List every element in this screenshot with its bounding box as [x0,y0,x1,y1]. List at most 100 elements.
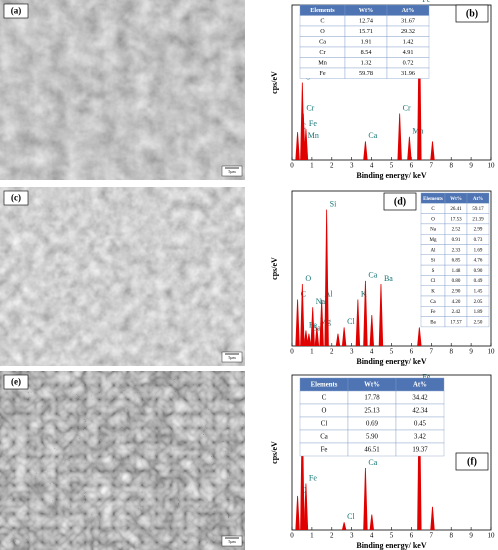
panel-label-box [3,374,29,390]
x-tick-label: 7 [430,162,434,170]
table-value: 17.78 [364,395,380,402]
table-header: Elements [423,197,443,202]
table-value: 15.71 [359,28,373,35]
panel-label: (d) [394,196,406,207]
x-tick-label: 1 [310,348,314,356]
table-value: 31.96 [401,70,415,77]
peak [407,136,412,160]
table-value: 34.42 [412,395,428,402]
peak [378,284,384,346]
peak-label: O [305,274,311,283]
x-tick-label: 6 [410,532,414,540]
scale-box [221,165,243,177]
peak [417,5,422,160]
table-value: C [320,18,324,25]
table-value: 2.05 [474,300,483,305]
panel-label-box [3,3,29,19]
table-value: 4.76 [474,259,483,264]
table-value: Na [430,228,437,233]
table-cell [386,67,430,79]
peak [363,141,368,160]
table-value: 4.20 [452,300,461,305]
table-value: C [431,207,435,212]
x-tick-label: 10 [488,162,496,170]
x-tick-label: 10 [488,348,496,356]
y-axis-label: cps/eV [270,257,279,280]
x-tick-label: 7 [430,532,434,540]
x-tick-label: 9 [469,162,473,170]
table-value: Cl [321,421,328,428]
table-value: Fe [319,70,325,77]
scale-box [221,351,243,363]
peak-label: Cl [347,512,355,521]
peak [310,307,315,346]
peak [295,132,300,160]
panel-label: (b) [466,8,478,19]
table-header: At% [413,382,427,389]
peak [335,333,341,346]
peak [369,514,374,530]
table-header: At% [473,197,483,202]
panel-label: (f) [467,456,477,467]
table-value: 46.51 [364,447,379,454]
table-value: 0.72 [403,60,414,67]
table-value: 1.89 [474,310,483,315]
table-value: 26.41 [450,207,462,212]
table-value: Mn [318,60,327,67]
x-tick-label: 6 [410,162,414,170]
table-value: 0.69 [366,421,378,428]
table-header: Wt% [450,197,462,202]
table-value: 1.42 [403,39,414,46]
table-value: Al [431,248,437,253]
peak [355,299,361,346]
peak-label: Cr [306,103,314,112]
peak-label: K [361,289,367,298]
x-tick-label: 0 [290,348,294,356]
table-value: 1.48 [452,269,461,274]
peak [363,280,368,346]
peak-label: Ba [384,274,393,283]
table-value: 59.78 [359,70,373,77]
table-value: Cl [431,279,436,284]
x-tick-label: 0 [290,532,294,540]
peak-label: Fe [309,119,317,128]
table-value: 2.99 [474,228,483,233]
table-value: 0.91 [452,238,461,243]
peak [430,141,435,160]
table-value: 0.49 [474,279,483,284]
sem-image [0,187,245,366]
peak-label: Ca [368,458,377,467]
table-value: 1.45 [474,289,483,294]
x-tick-label: 5 [390,532,394,540]
peak [303,129,309,160]
table-value: Ca [320,434,328,441]
table-value: Cr [319,49,325,56]
panel-label-box [455,4,489,23]
table-value: 3.42 [414,434,426,441]
table-value: 2.42 [452,310,461,315]
peak [417,382,422,530]
y-axis-label: cps/eV [270,441,279,464]
x-tick-label: 4 [370,532,374,540]
table-value: 2.52 [452,228,461,233]
sem-image [0,0,245,180]
peak-label: Ca [368,271,377,280]
peak-label: Al [325,289,334,298]
table-value: O [320,28,325,35]
table-header: Wt% [364,382,380,389]
peak [300,406,305,530]
x-tick-label: 10 [488,532,496,540]
table-value: Fe [431,310,437,315]
scale-label: 5μm [228,169,236,174]
peak [306,333,312,346]
table-value: 1.32 [361,60,372,67]
scale-box [221,535,243,547]
table-header: Elements [311,382,338,389]
table-value: 0.80 [452,279,461,284]
table-value: Si [431,259,436,264]
panel-label-box [383,192,417,211]
table-value: 25.13 [364,408,380,415]
x-tick-label: 4 [370,162,374,170]
table-value: 12.74 [359,18,373,25]
x-tick-label: 5 [390,348,394,356]
